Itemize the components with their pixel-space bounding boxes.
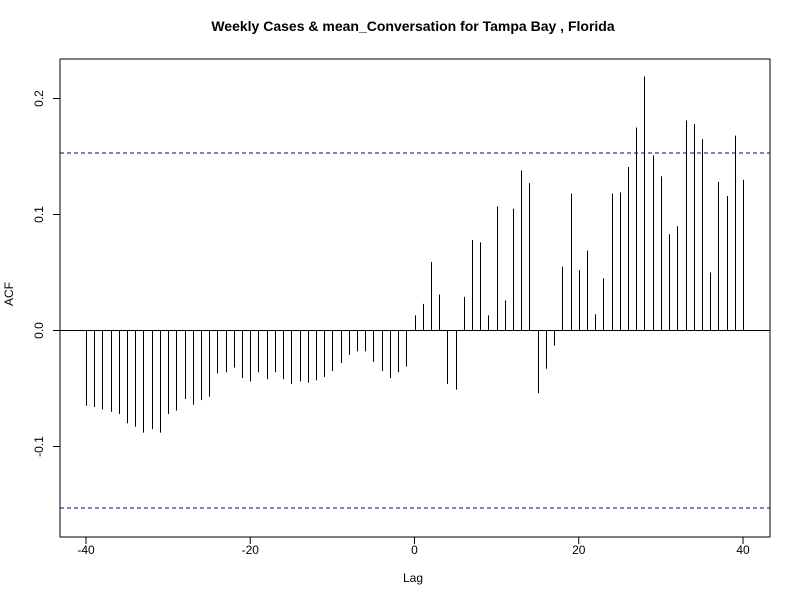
acf-bars	[86, 76, 744, 433]
x-tick-label: -20	[242, 543, 260, 557]
y-tick-label: 0.1	[32, 206, 46, 223]
plot-frame	[59, 58, 771, 538]
y-axis-label: ACF	[2, 282, 16, 306]
x-tick-label: -40	[77, 543, 95, 557]
y-tick-label: -0.1	[32, 436, 46, 457]
y-axis: -0.1 0.0 0.1 0.2	[32, 90, 61, 457]
x-tick-label: 0	[411, 543, 418, 557]
x-axis: -40 -20 0 20 40	[77, 536, 750, 557]
y-tick-label: 0.2	[32, 90, 46, 107]
x-tick-label: 40	[736, 543, 750, 557]
x-axis-label: Lag	[403, 571, 423, 585]
y-tick-label: 0.0	[32, 322, 46, 339]
chart-title: Weekly Cases & mean_Conversation for Tam…	[211, 18, 615, 34]
x-tick-label: 20	[572, 543, 586, 557]
